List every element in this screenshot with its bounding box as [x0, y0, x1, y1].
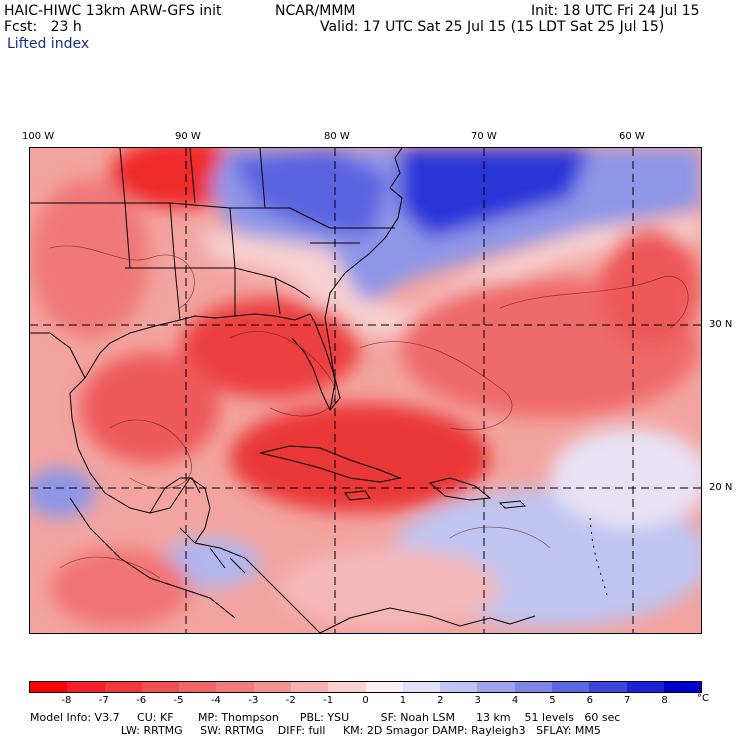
colorbar-tick-label: 8	[661, 695, 668, 706]
colorbar-tick-label: -4	[210, 695, 221, 706]
field-blob-mexico-south	[50, 548, 190, 628]
colorbar-tick-label: -6	[136, 695, 147, 706]
lon-label-60w: 60 W	[619, 131, 645, 142]
field-blob-pacific-cool	[30, 468, 95, 518]
colorbar-tick-label: -2	[285, 695, 296, 706]
lon-label-100w: 100 W	[22, 131, 55, 142]
south-america-coastline	[319, 607, 536, 633]
field-shading	[30, 148, 701, 628]
colorbar-segment	[179, 682, 217, 692]
lon-label-70w: 70 W	[471, 131, 497, 142]
field-blob-se-pale	[550, 428, 701, 528]
footer-model-info-line1: Model Info: V3.7 CU: KF MP: Thompson PBL…	[30, 711, 621, 724]
colorbar-segment	[551, 682, 590, 692]
colorbar-segment	[440, 682, 478, 692]
us-mexico-border	[30, 332, 86, 379]
geographic-outlines	[30, 148, 609, 633]
colorbar-segment	[663, 682, 702, 692]
colorbar-segment	[67, 682, 105, 692]
field-blob-mexico	[80, 353, 220, 463]
field-blob-caribbean	[230, 403, 490, 513]
colorbar-segment	[514, 682, 552, 692]
colorbar-tick-label: 5	[549, 695, 556, 706]
institution-label: NCAR/MMM	[275, 3, 356, 19]
colorbar-segment	[402, 682, 441, 692]
colorbar-tick-label: 2	[437, 695, 444, 706]
colorbar-segment	[141, 682, 180, 692]
field-blob-east-warm	[600, 228, 700, 348]
field-blob-appalachian	[230, 148, 390, 238]
field-name: Lifted index	[7, 36, 90, 52]
colorbar-tick-label: 4	[511, 695, 519, 706]
lat-lon-grid	[30, 148, 701, 633]
map-canvas	[30, 148, 701, 633]
colorbar-segment	[253, 682, 291, 692]
mexico-coastline	[69, 392, 211, 544]
field-blob-atlantic-cold	[400, 148, 590, 238]
colorbar-tick-label: -7	[98, 695, 109, 706]
footer-model-info-line2: LW: RRTMG SW: RRTMG DIFF: full KM: 2D Sm…	[30, 724, 601, 737]
colorbar-segment	[626, 682, 664, 692]
yucatan-coastline	[149, 477, 201, 514]
colorbar-tick-label: -5	[173, 695, 184, 706]
pacific-coastline	[69, 497, 236, 619]
colorbar-tick-label: 0	[362, 695, 369, 706]
colorbar-tick-label: -3	[248, 695, 259, 706]
central-america-coastline	[194, 542, 321, 633]
us-state-borders	[30, 148, 395, 321]
init-time: Init: 18 UTC Fri 24 Jul 15	[531, 3, 700, 19]
colorbar-segment	[477, 682, 515, 692]
colorbar-segment	[589, 682, 627, 692]
colorbar-segment	[328, 682, 366, 692]
colorbar-segment	[104, 682, 142, 692]
colorbar	[29, 681, 702, 693]
field-contours	[49, 245, 689, 579]
colorbar-tick-label: -8	[61, 695, 72, 706]
colorbar-segment	[30, 682, 68, 692]
hispaniola-outline	[428, 477, 492, 501]
colorbar-segment	[290, 682, 329, 692]
lat-label-30n: 30 N	[709, 319, 733, 330]
model-title: HAIC-HIWC 13km ARW-GFS init	[4, 3, 222, 19]
central-america-borders	[179, 527, 246, 574]
field-blob-frontal-pale	[200, 218, 701, 338]
colorbar-segment	[365, 682, 403, 692]
field-blob-south-pale	[280, 548, 500, 628]
colorbar-tick-label: -1	[323, 695, 334, 706]
jamaica-outline	[344, 490, 371, 501]
valid-time: Valid: 17 UTC Sat 25 Jul 15 (15 LDT Sat …	[320, 19, 665, 35]
cuba-outline	[259, 445, 402, 483]
colorbar-tick-label: 7	[624, 695, 631, 706]
lon-label-80w: 80 W	[324, 131, 350, 142]
lifted-index-map	[29, 147, 702, 634]
colorbar-tick-label: 6	[586, 695, 594, 706]
colorbar-tick-label: 1	[399, 695, 407, 706]
us-gulf-coastline	[69, 313, 341, 411]
puerto-rico-outline	[498, 500, 527, 509]
lat-label-20n: 20 N	[709, 482, 733, 493]
lon-label-90w: 90 W	[175, 131, 201, 142]
colorbar-tick-label: 3	[474, 695, 481, 706]
us-atlantic-coastline	[324, 148, 403, 411]
colorbar-unit: °C	[697, 693, 709, 704]
forecast-hour: Fcst: 23 h	[4, 19, 82, 35]
field-blob-west	[30, 178, 150, 338]
colorbar-segment	[216, 682, 254, 692]
